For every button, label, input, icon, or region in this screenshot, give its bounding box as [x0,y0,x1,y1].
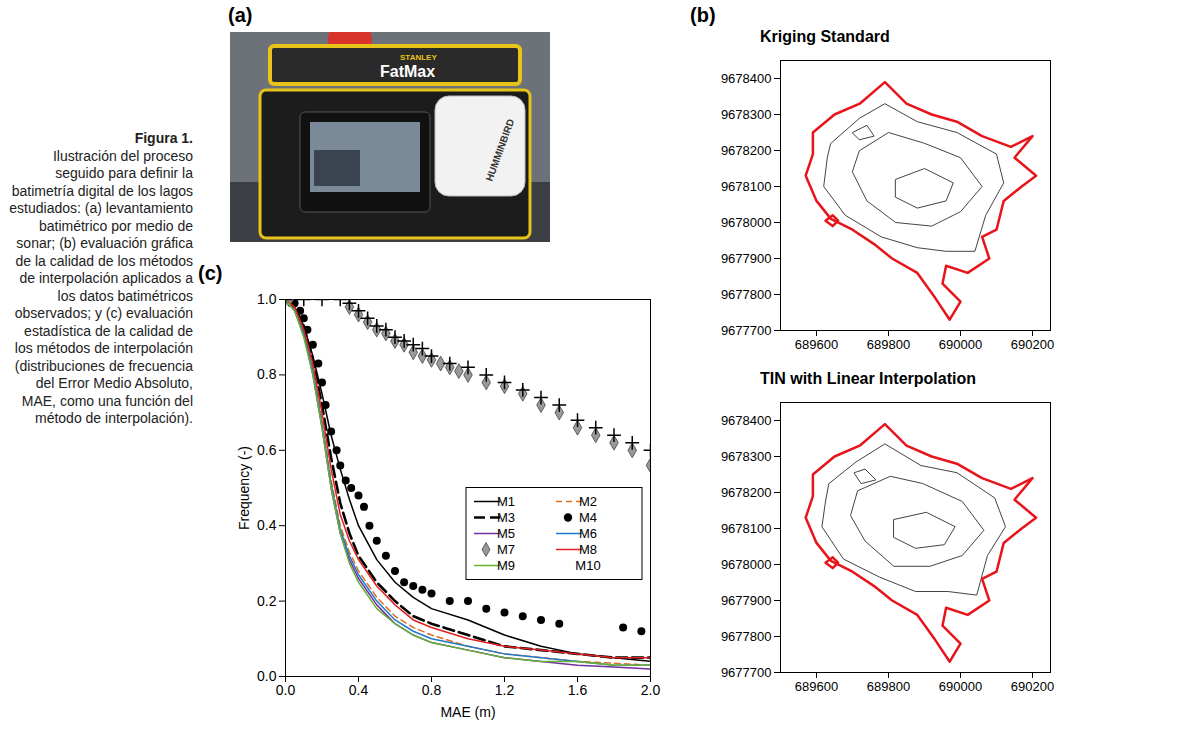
html-text:Ilustración del proceso seguid: Ilustración del proceso seguido para def… [9,147,193,426]
svg-text:MAE (m): MAE (m) [440,704,495,720]
svg-text:M5: M5 [497,526,515,541]
svg-text:M8: M8 [579,542,597,557]
svg-text:0.0: 0.0 [276,682,296,698]
svg-text:0.4: 0.4 [257,517,277,533]
svg-text:9678200: 9678200 [721,485,772,500]
svg-text:689600: 689600 [795,679,838,694]
html-text:(a): (a) [228,4,253,26]
svg-text:1.0: 1.0 [257,291,277,307]
svg-text:STANLEY: STANLEY [400,53,437,62]
svg-text:689800: 689800 [867,679,910,694]
svg-text:9677800: 9677800 [721,287,772,302]
svg-text:9678100: 9678100 [721,521,772,536]
html-text:Kriging Standard: Kriging Standard [760,28,890,45]
svg-text:FatMax: FatMax [380,63,435,80]
html-text:Figura 1.: Figura 1. [134,130,193,146]
svg-text:M4: M4 [579,510,597,525]
svg-text:9677700: 9677700 [721,665,772,680]
svg-text:690200: 690200 [1011,337,1054,352]
svg-text:9677900: 9677900 [721,593,772,608]
svg-text:9678200: 9678200 [721,143,772,158]
html-text:(b): (b) [690,4,716,26]
svg-text:M6: M6 [579,526,597,541]
svg-text:690000: 690000 [939,679,982,694]
svg-text:0.4: 0.4 [349,682,369,698]
html-text:(c): (c) [198,262,223,284]
svg-text:9678100: 9678100 [721,179,772,194]
svg-text:9677900: 9677900 [721,251,772,266]
svg-text:M10: M10 [575,558,600,573]
svg-text:Frequency (-): Frequency (-) [236,446,252,530]
svg-text:9678400: 9678400 [721,413,772,428]
svg-text:690000: 690000 [939,337,982,352]
svg-text:2.0: 2.0 [641,682,661,698]
svg-text:9678000: 9678000 [721,215,772,230]
svg-text:HUMMINBIRD: HUMMINBIRD [484,117,517,182]
svg-text:9678400: 9678400 [721,71,772,86]
svg-text:M3: M3 [497,510,515,525]
svg-text:M7: M7 [497,542,515,557]
html-text:TIN with Linear Interpolation: TIN with Linear Interpolation [760,370,976,387]
svg-text:0.8: 0.8 [257,366,277,382]
svg-text:M9: M9 [497,558,515,573]
svg-text:0.6: 0.6 [257,442,277,458]
svg-text:9677700: 9677700 [721,323,772,338]
svg-text:0.2: 0.2 [257,593,277,609]
svg-text:1.2: 1.2 [495,682,515,698]
svg-text:0.0: 0.0 [257,668,277,684]
svg-text:M1: M1 [497,494,515,509]
svg-text:690200: 690200 [1011,679,1054,694]
svg-text:9678300: 9678300 [721,449,772,464]
svg-text:M2: M2 [579,494,597,509]
svg-text:9678300: 9678300 [721,107,772,122]
svg-text:1.6: 1.6 [568,682,588,698]
svg-text:9677800: 9677800 [721,629,772,644]
svg-text:689600: 689600 [795,337,838,352]
svg-text:9678000: 9678000 [721,557,772,572]
svg-text:689800: 689800 [867,337,910,352]
svg-text:0.8: 0.8 [422,682,442,698]
